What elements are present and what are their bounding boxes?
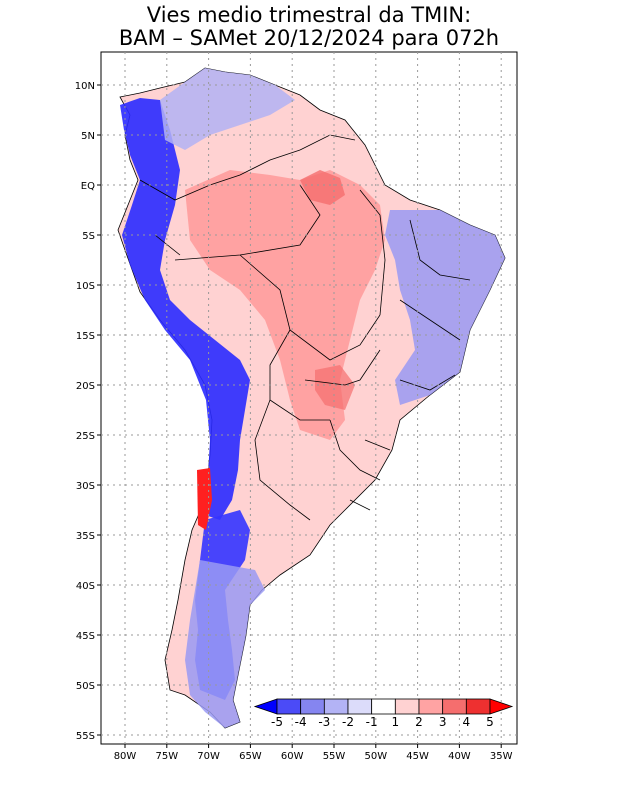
colorbar-label: 2 [415,715,423,729]
lon-tick-label: 35W [490,751,513,762]
lat-tick-label: 35S [76,531,95,542]
lon-tick-label: 75W [155,751,178,762]
lon-tick-label: 80W [114,751,137,762]
colorbar-label: -3 [318,715,330,729]
colorbar-label: -2 [342,715,354,729]
lat-tick-label: 50S [76,681,95,692]
colorbar-label: -4 [295,715,307,729]
lon-tick-label: 55W [323,751,346,762]
lat-tick-label: 40S [76,581,95,592]
lon-tick-label: 70W [197,751,220,762]
lon-tick-label: 40W [448,751,471,762]
colorbar-label: 3 [439,715,447,729]
colorbar-swatch [371,698,396,715]
colorbar-swatch [442,698,467,715]
colorbar-swatch [323,698,349,715]
lon-tick-label: 65W [239,751,262,762]
colorbar-swatch [276,698,302,715]
lon-tick-label: 45W [406,751,429,762]
colorbar-swatch [347,698,373,715]
lat-tick-label: 30S [76,481,95,492]
lat-tick-label: 5N [81,131,95,142]
colorbar-swatch [465,698,491,715]
colorbar-label: -5 [271,715,283,729]
longitude-labels: 80W 75W 70W 65W 60W 55W 50W 45W 40W 35W [114,744,513,762]
lon-tick-label: 60W [281,751,304,762]
colorbar: -5 -4 -3 -2 -1 1 2 3 4 5 [253,698,514,729]
colorbar-swatch [300,698,325,715]
colorbar-max-arrow [489,698,514,715]
latitude-labels: 10N 5N EQ 5S 10S 15S 20S 25S 30S 35S 40S 45S 50S 55S [75,81,101,742]
andes-cold-bias-north [120,98,250,520]
patagonia-cold-bias [185,560,265,728]
lat-tick-label: 10S [76,281,95,292]
colorbar-swatch [394,698,420,715]
colorbar-label: 1 [392,715,400,729]
lat-tick-label: 20S [76,381,95,392]
pantanal-warm-hotspot [315,365,355,410]
map-title-line2: BAM – SAMet 20/12/2024 para 072h [118,26,500,50]
country-borders [139,134,471,521]
lat-tick-label: 45S [76,631,95,642]
lon-tick-label: 50W [364,751,387,762]
graticule [101,52,517,744]
lat-tick-label: 10N [75,81,95,92]
lat-tick-label: 5S [82,231,95,242]
colorbar-swatch [418,698,444,715]
map-title-line1: Vies medio trimestral da TMIN: [146,3,472,27]
lat-tick-label: EQ [81,181,95,192]
lat-tick-label: 25S [76,431,95,442]
lat-tick-label: 15S [76,331,95,342]
colorbar-label: 5 [486,715,494,729]
northeast-brazil-cold-bias [385,210,505,405]
lat-tick-label: 55S [76,731,95,742]
colorbar-label: 4 [463,715,471,729]
colorbar-label: -1 [366,715,378,729]
venezuela-cold-bias [160,68,295,150]
